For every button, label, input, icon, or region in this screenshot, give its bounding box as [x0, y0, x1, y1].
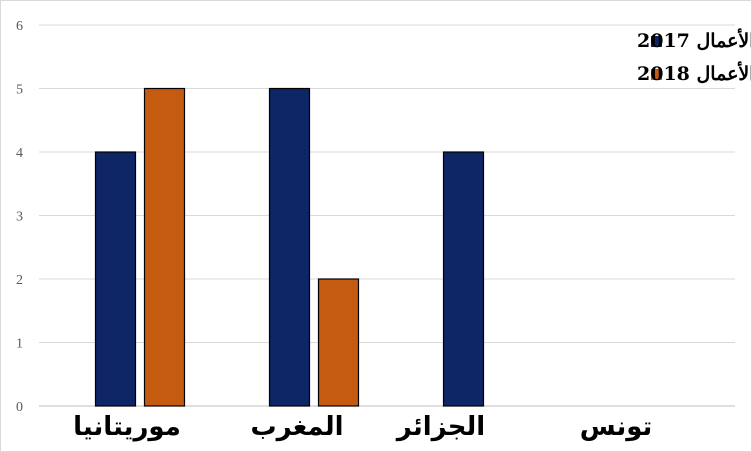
- y-tick-label: 0: [16, 400, 23, 415]
- legend-swatch: [651, 69, 662, 80]
- bar-series-1: [442, 151, 485, 407]
- y-tick-label: 6: [16, 19, 23, 34]
- bar-series-1: [268, 87, 311, 407]
- legend-label: ممارسة أنشطة الأعمال 2018: [637, 60, 751, 85]
- y-tick-label: 2: [16, 273, 23, 288]
- category-label: الجزائر: [395, 412, 485, 442]
- bar-series-2: [317, 278, 360, 407]
- y-tick-label: 4: [16, 146, 23, 161]
- y-tick-label: 3: [16, 210, 23, 225]
- legend-label: ممارسة أنشطة الأعمال 2017: [637, 27, 751, 52]
- bar-series-1: [94, 151, 137, 407]
- y-tick-label: 1: [16, 337, 23, 352]
- category-label: المغرب: [250, 412, 343, 442]
- category-label: موريتانيا: [73, 412, 181, 442]
- y-tick-label: 5: [16, 83, 23, 98]
- legend-swatch: [651, 36, 662, 47]
- bar-series-2: [143, 87, 186, 407]
- category-label: تونس: [580, 412, 653, 442]
